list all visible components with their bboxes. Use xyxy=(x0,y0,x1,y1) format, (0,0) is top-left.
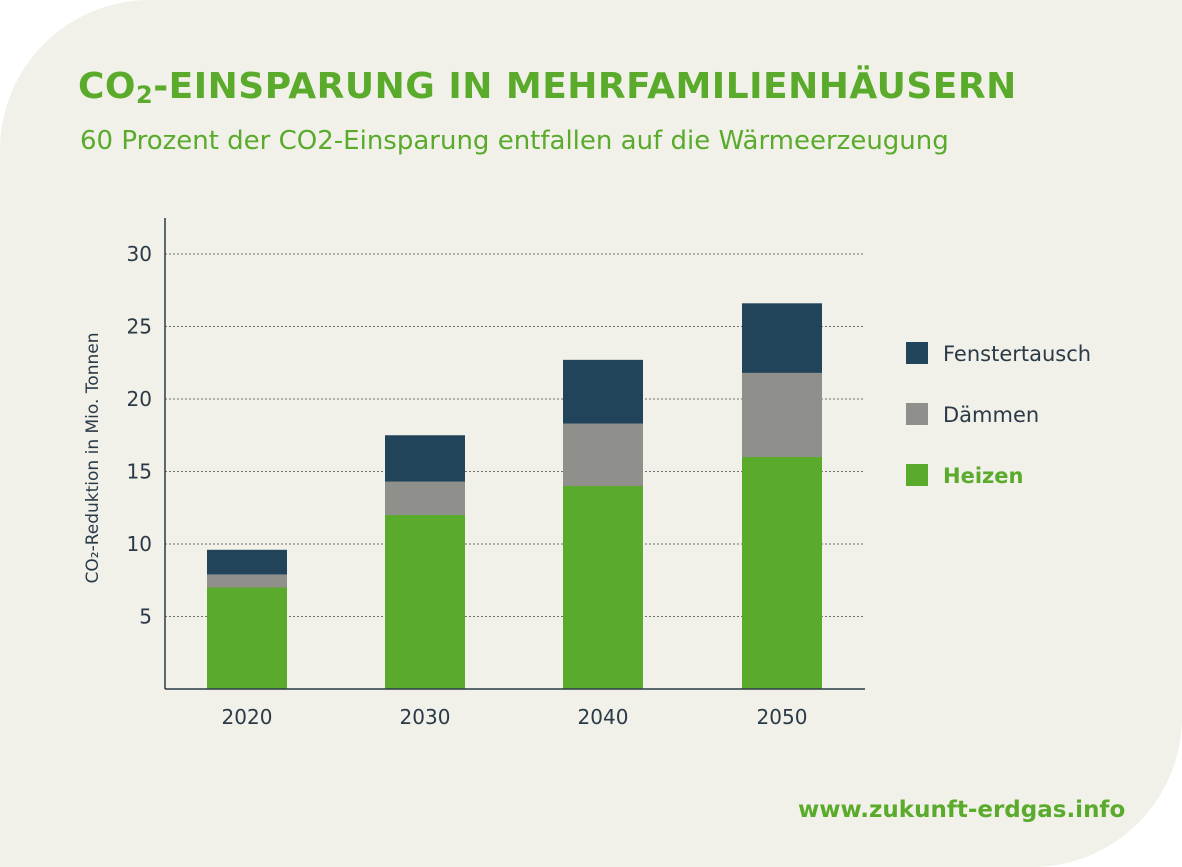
legend-label: Dämmen xyxy=(943,403,1039,427)
bar-fenstertausch-2050 xyxy=(742,303,822,373)
legend-swatch xyxy=(906,403,928,425)
x-tick-labels: 2020 2030 2040 2050 xyxy=(222,705,808,729)
x-tick-label: 2030 xyxy=(400,705,451,729)
legend-swatch xyxy=(906,342,928,364)
title-co: CO xyxy=(78,66,137,107)
footer-url[interactable]: www.zukunft-erdgas.info xyxy=(798,797,1126,823)
bar-heizen-2040 xyxy=(563,486,643,689)
bar-fenstertausch-2040 xyxy=(563,359,643,424)
bar-fenstertausch-2030 xyxy=(385,435,465,482)
y-tick-label: 5 xyxy=(139,605,152,629)
grid-lines xyxy=(165,253,865,617)
bar-daemmen-2020 xyxy=(207,574,287,588)
title-rest: -EINSPARUNG IN MEHRFAMILIENHÄUSERN xyxy=(153,66,1017,107)
y-tick-label: 20 xyxy=(127,387,152,411)
bar-daemmen-2040 xyxy=(563,423,643,486)
legend: Fenstertausch Dämmen Heizen xyxy=(906,342,1091,488)
bar-heizen-2050 xyxy=(742,457,822,689)
y-tick-label: 30 xyxy=(127,242,152,266)
legend-label: Heizen xyxy=(943,464,1023,488)
y-tick-label: 10 xyxy=(127,532,152,556)
bar-group xyxy=(207,303,822,689)
chart-subtitle: 60 Prozent der CO2-Einsparung entfallen … xyxy=(80,126,949,156)
x-tick-label: 2020 xyxy=(222,705,273,729)
x-tick-label: 2050 xyxy=(757,705,808,729)
bar-heizen-2020 xyxy=(207,587,287,689)
axes xyxy=(164,218,865,690)
bar-daemmen-2050 xyxy=(742,372,822,457)
legend-label: Fenstertausch xyxy=(943,342,1091,366)
bar-daemmen-2030 xyxy=(385,481,465,515)
x-tick-label: 2040 xyxy=(578,705,629,729)
y-tick-labels: 5 10 15 20 25 30 xyxy=(127,242,152,629)
y-tick-label: 15 xyxy=(127,460,152,484)
chart-title: CO2-EINSPARUNG IN MEHRFAMILIENHÄUSERN xyxy=(78,66,1017,109)
legend-swatch xyxy=(906,464,928,486)
y-tick-label: 25 xyxy=(127,315,152,339)
y-axis-label: CO₂-Reduktion in Mio. Tonnen xyxy=(83,333,103,584)
bar-fenstertausch-2020 xyxy=(207,549,287,575)
bar-heizen-2030 xyxy=(385,515,465,689)
title-subscript: 2 xyxy=(136,81,154,109)
